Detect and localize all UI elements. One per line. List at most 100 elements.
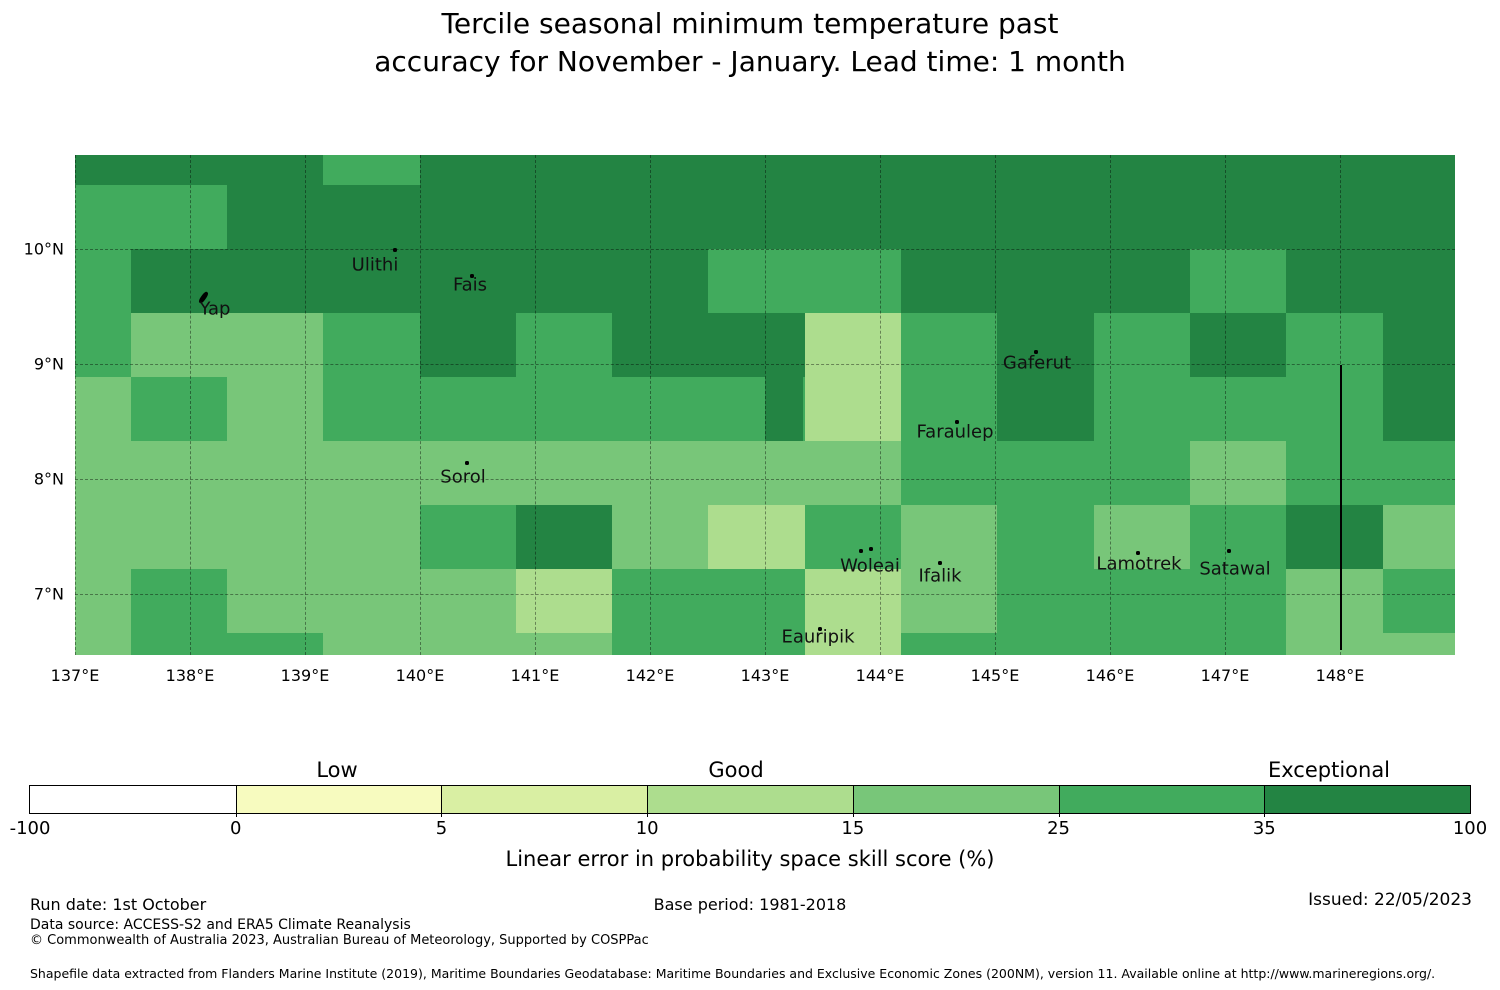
grid-cell [612,633,708,655]
grid-cell [516,249,612,313]
grid-cell [75,441,131,505]
grid-cell [131,441,227,505]
y-tick-label: 9°N [33,354,64,374]
grid-cell [420,185,516,249]
grid-cell [131,377,227,441]
grid-cell [323,633,420,655]
grid-cell [612,377,708,441]
grid-cell [708,249,805,313]
meridian-gridline [880,155,881,655]
colorbar-segment [235,786,442,813]
grid-cell [516,313,612,377]
meridian-gridline [535,155,536,655]
page-title: Tercile seasonal minimum temperature pas… [374,5,1126,81]
grid-cell [901,313,997,377]
skill-map: Yap Ulithi Fais Sorol Gaferut Faraulep Woleai I… [75,155,1455,655]
grid-cell [997,155,1094,185]
island-label-sorol: Sorol [440,466,486,488]
island-dot [869,547,873,551]
grid-cell [708,185,805,249]
x-tick-label: 148°E [1315,666,1365,685]
parallel-gridline [75,364,1455,365]
x-tick-label: 137°E [50,666,100,685]
colorbar-tick-label: 15 [841,818,865,839]
island-dot [938,561,942,565]
grid-cell [708,505,805,569]
grid-cell [420,313,516,377]
meridian-gridline [650,155,651,655]
grid-cell [420,249,516,313]
grid-cell [1190,441,1286,505]
grid-cell [997,441,1094,505]
grid-cell [708,569,805,633]
meridian-gridline [305,155,306,655]
x-tick-label: 142°E [625,666,675,685]
grid-cell [516,155,612,185]
eez-boundary-line [1340,365,1342,650]
grid-cell [612,249,708,313]
grid-cell [323,185,420,249]
grid-cell [420,569,516,633]
grid-cell [708,155,805,185]
grid-cell [227,155,323,185]
shapefile-attribution-text: Shapefile data extracted from Flanders M… [30,966,1436,981]
x-tick-label: 144°E [855,666,905,685]
colorbar [29,785,1471,817]
grid-cell [1383,441,1455,505]
grid-cell [1286,569,1383,633]
grid-cell [1383,633,1455,655]
grid-cell [1190,313,1286,377]
grid-cell [131,313,227,377]
grid-cell [131,505,227,569]
grid-cell [227,633,323,655]
colorbar-segment [1058,786,1265,813]
colorbar-divider [852,786,854,817]
meridian-gridline [1225,155,1226,655]
title-line-2: accuracy for November - January. Lead ti… [374,45,1126,78]
grid-cell [612,505,708,569]
island-label-woleai: Woleai [840,555,900,577]
grid-cell [516,377,612,441]
grid-cell [1286,633,1383,655]
grid-cell [997,249,1094,313]
x-tick-label: 140°E [395,666,445,685]
island-dot [818,627,822,631]
grid-cell [612,155,708,185]
island-dot [1227,549,1231,553]
grid-cell [516,185,612,249]
x-tick-label: 146°E [1085,666,1135,685]
grid-cell [612,185,708,249]
grid-cell [75,569,131,633]
parallel-gridline [75,479,1455,480]
colorbar-divider [1058,786,1060,817]
grid-cell [131,633,227,655]
grid-cell [227,313,323,377]
island-dot [859,549,863,553]
grid-cell [75,249,131,313]
island-dot [470,274,474,278]
meridian-gridline [1110,155,1111,655]
grid-cell [75,313,131,377]
x-tick-label: 138°E [165,666,215,685]
x-tick-label: 141°E [510,666,560,685]
grid-cell [1383,569,1455,633]
grid-cell [1094,185,1190,249]
meridian-gridline [995,155,996,655]
grid-cell [1286,441,1383,505]
grid-cell [1286,249,1383,313]
colorbar-tick-label: 0 [229,818,242,839]
issued-date-text: Issued: 22/05/2023 [1308,890,1472,910]
grid-cell [1286,313,1383,377]
island-label-lamotrek: Lamotrek [1096,553,1182,575]
grid-cell [516,633,612,655]
colorbar-tick-label: 35 [1252,818,1276,839]
grid-cell [765,377,803,441]
grid-cell [612,313,708,377]
island-label-satawal: Satawal [1199,558,1271,580]
colorbar-tick-label: -100 [9,818,51,839]
grid-cell [997,569,1094,633]
grid-cell [516,505,612,569]
grid-cell [997,185,1094,249]
grid-cell [1094,313,1190,377]
